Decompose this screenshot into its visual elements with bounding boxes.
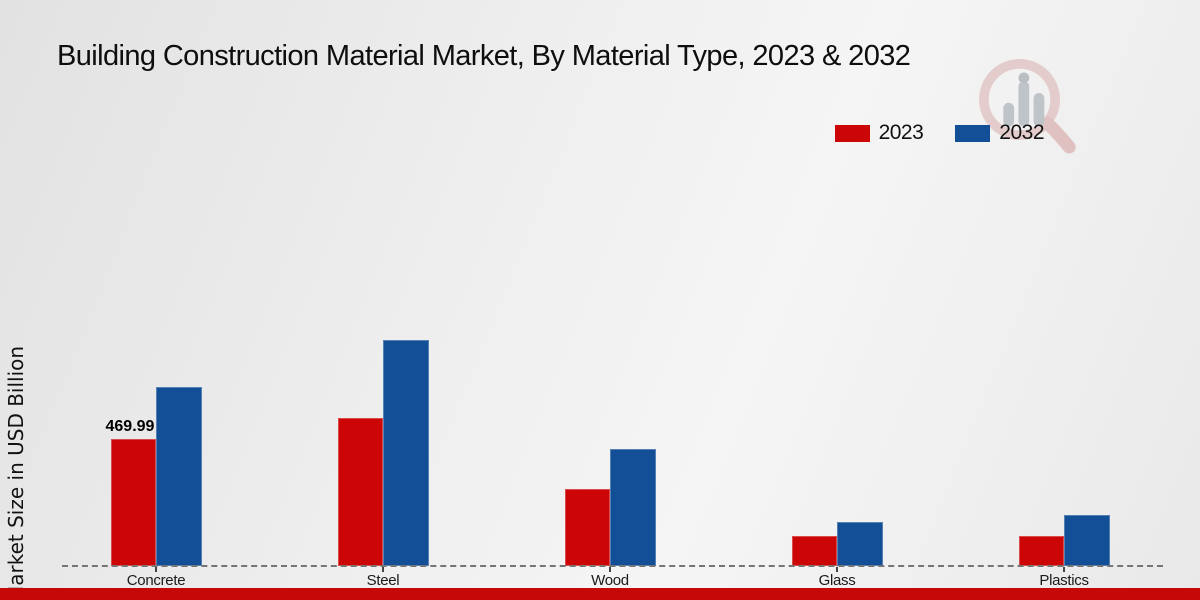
x-axis-category-label-wood: Wood	[591, 572, 629, 589]
bar-2023-wood	[564, 489, 610, 566]
bar-2032-plastics	[1064, 514, 1110, 566]
bar-2023-steel	[337, 417, 383, 566]
x-axis-category-label-plastics: Plastics	[1039, 572, 1089, 589]
bar-2023-glass	[791, 536, 837, 566]
y-axis-label: Market Size in USD Billion	[4, 345, 28, 600]
legend-swatch-2032-icon	[955, 124, 991, 142]
chart-title: Building Construction Material Market, B…	[57, 40, 911, 72]
bar-2032-concrete	[156, 386, 202, 566]
bar-2023-concrete	[110, 439, 156, 566]
x-axis-category-label-concrete: Concrete	[126, 572, 186, 589]
x-axis-baseline	[62, 565, 1163, 567]
footer-stripe	[0, 588, 1200, 600]
magnifier-bar-chart-logo-icon	[979, 59, 1076, 154]
x-axis-category-label-glass: Glass	[818, 572, 856, 589]
bar-2032-steel	[383, 339, 429, 566]
bar-2023-plastics	[1018, 535, 1064, 566]
legend-label-2023: 2023	[878, 121, 924, 144]
bar-2032-glass	[837, 522, 883, 566]
x-axis-tick-wood	[609, 567, 611, 572]
x-axis-tick-glass	[836, 567, 838, 572]
legend-label-2032: 2032	[999, 121, 1044, 144]
legend-item-2023: 2023	[834, 121, 924, 145]
bar-value-label-2023-concrete: 469.99	[105, 418, 155, 436]
legend-item-2032: 2032	[955, 121, 1044, 145]
legend: 2023 2032	[834, 121, 1044, 145]
x-axis-tick-concrete	[155, 567, 157, 572]
x-axis-tick-plastics	[1063, 567, 1065, 572]
legend-swatch-2023-icon	[834, 124, 870, 142]
x-axis-tick-steel	[382, 567, 384, 572]
x-axis-category-label-steel: Steel	[366, 572, 400, 589]
bar-2032-wood	[610, 448, 656, 566]
